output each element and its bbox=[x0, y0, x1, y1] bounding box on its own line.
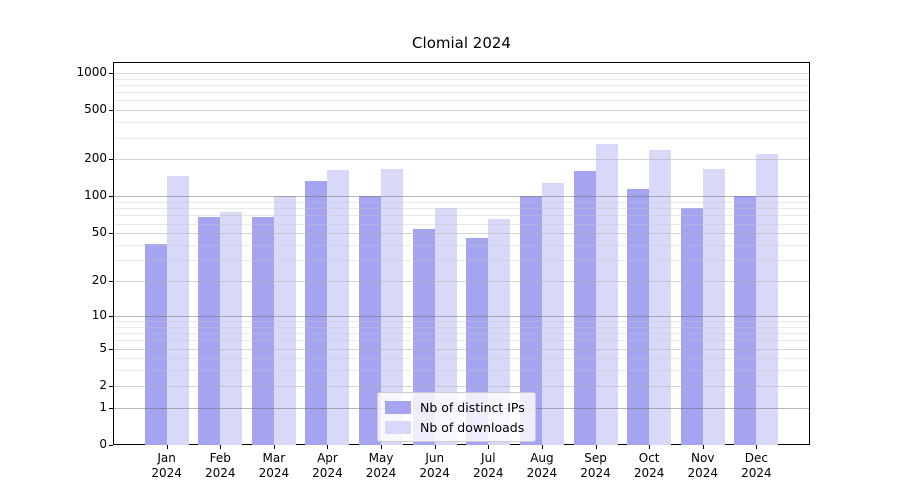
bar-nb-of-distinct-ips-mar-2024 bbox=[251, 216, 274, 445]
x-tick-mark bbox=[541, 445, 543, 449]
bar-nb-of-downloads-feb-2024 bbox=[220, 211, 243, 445]
x-tick-mark bbox=[273, 445, 275, 449]
bar-nb-of-downloads-sep-2024 bbox=[595, 143, 618, 445]
legend-swatch-downloads-icon bbox=[385, 420, 411, 434]
x-tick-label-oct-2024: Oct 2024 bbox=[633, 451, 665, 480]
y-tick-mark bbox=[109, 445, 113, 446]
y-tick-label-50: 50 bbox=[91, 225, 107, 240]
x-tick-mark bbox=[434, 445, 436, 449]
x-tick-label-may-2024: May 2024 bbox=[365, 451, 397, 480]
y-tick-label-100: 100 bbox=[84, 188, 107, 203]
x-tick-label-sep-2024: Sep 2024 bbox=[580, 451, 611, 480]
y-tick-label-200: 200 bbox=[84, 151, 107, 166]
legend-label-distinct-ips: Nb of distinct IPs bbox=[420, 399, 525, 415]
bar-nb-of-downloads-dec-2024 bbox=[756, 154, 779, 445]
y-tick-mark bbox=[109, 110, 113, 112]
x-tick-label-nov-2024: Nov 2024 bbox=[687, 451, 719, 480]
y-tick-label-500: 500 bbox=[84, 102, 107, 117]
legend: Nb of distinct IPs Nb of downloads bbox=[377, 392, 536, 442]
x-tick-label-jun-2024: Jun 2024 bbox=[419, 451, 450, 480]
y-tick-mark bbox=[109, 159, 113, 161]
bar-nb-of-downloads-oct-2024 bbox=[649, 150, 672, 445]
x-tick-mark bbox=[702, 445, 704, 449]
y-tick-label-10: 10 bbox=[91, 307, 107, 322]
bar-nb-of-distinct-ips-aug-2024 bbox=[519, 196, 542, 445]
bar-nb-of-distinct-ips-apr-2024 bbox=[305, 180, 328, 445]
x-tick-mark bbox=[381, 445, 383, 449]
bar-nb-of-downloads-mar-2024 bbox=[273, 196, 296, 445]
y-tick-mark bbox=[109, 281, 113, 283]
y-tick-mark bbox=[109, 407, 113, 409]
bar-nb-of-distinct-ips-nov-2024 bbox=[680, 208, 703, 445]
x-tick-label-feb-2024: Feb 2024 bbox=[204, 451, 236, 480]
bar-nb-of-distinct-ips-may-2024 bbox=[359, 196, 382, 445]
x-tick-label-jan-2024: Jan 2024 bbox=[151, 451, 182, 480]
legend-label-downloads: Nb of downloads bbox=[420, 419, 525, 435]
x-tick-label-dec-2024: Dec 2024 bbox=[741, 451, 772, 480]
y-tick-label-5: 5 bbox=[99, 340, 107, 355]
bar-nb-of-distinct-ips-feb-2024 bbox=[198, 216, 221, 445]
bar-nb-of-downloads-may-2024 bbox=[381, 168, 404, 445]
bar-nb-of-downloads-aug-2024 bbox=[541, 182, 564, 445]
y-tick-mark bbox=[109, 348, 113, 350]
bar-nb-of-downloads-jul-2024 bbox=[488, 218, 511, 445]
bar-nb-of-distinct-ips-oct-2024 bbox=[627, 188, 650, 445]
x-tick-mark bbox=[595, 445, 597, 449]
y-tick-mark bbox=[109, 385, 113, 387]
x-tick-label-jul-2024: Jul 2024 bbox=[473, 451, 504, 480]
x-tick-mark bbox=[756, 445, 758, 449]
y-tick-label-1000: 1000 bbox=[76, 64, 107, 79]
legend-item-downloads: Nb of downloads bbox=[385, 417, 525, 437]
legend-item-distinct-ips: Nb of distinct IPs bbox=[385, 397, 525, 417]
x-tick-mark bbox=[488, 445, 490, 449]
x-tick-label-mar-2024: Mar 2024 bbox=[258, 451, 290, 480]
bar-nb-of-downloads-nov-2024 bbox=[702, 168, 725, 445]
bars-layer bbox=[114, 63, 809, 445]
bar-nb-of-distinct-ips-sep-2024 bbox=[573, 170, 596, 445]
y-tick-label-0: 0 bbox=[99, 437, 107, 451]
bar-nb-of-downloads-apr-2024 bbox=[327, 170, 350, 445]
x-tick-mark bbox=[327, 445, 329, 449]
y-tick-mark bbox=[109, 196, 113, 198]
plot-area bbox=[113, 62, 810, 445]
bar-nb-of-downloads-jan-2024 bbox=[166, 175, 189, 445]
y-tick-mark bbox=[109, 233, 113, 235]
legend-swatch-distinct-ips-icon bbox=[385, 400, 411, 414]
bar-nb-of-downloads-jun-2024 bbox=[434, 207, 457, 445]
x-tick-label-apr-2024: Apr 2024 bbox=[312, 451, 343, 480]
x-tick-label-aug-2024: Aug 2024 bbox=[526, 451, 558, 480]
bar-nb-of-distinct-ips-jan-2024 bbox=[144, 243, 167, 445]
y-tick-label-2: 2 bbox=[99, 377, 107, 392]
chart-title: Clomial 2024 bbox=[412, 34, 511, 52]
x-tick-mark bbox=[220, 445, 222, 449]
bar-nb-of-distinct-ips-dec-2024 bbox=[734, 196, 757, 445]
y-tick-label-20: 20 bbox=[91, 273, 107, 288]
y-tick-mark bbox=[109, 315, 113, 317]
bar-nb-of-distinct-ips-jun-2024 bbox=[412, 229, 435, 445]
x-tick-mark bbox=[166, 445, 168, 449]
x-tick-mark bbox=[649, 445, 651, 449]
y-tick-mark bbox=[109, 72, 113, 74]
y-tick-label-1: 1 bbox=[99, 399, 107, 414]
